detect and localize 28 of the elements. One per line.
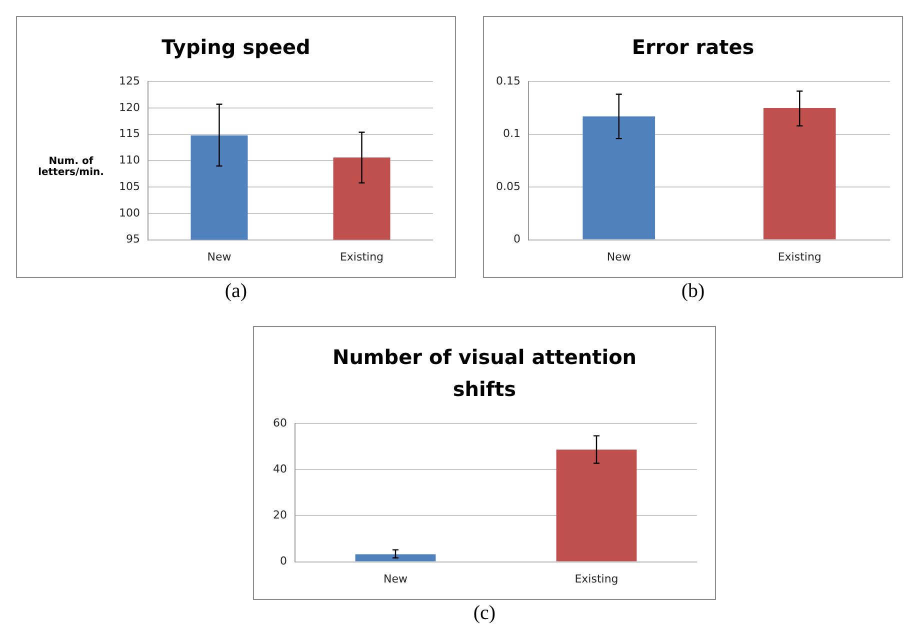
y-tick-label: 40 [272, 462, 286, 476]
x-tick-label: New [606, 250, 631, 264]
y-tick-label: 95 [126, 232, 140, 246]
text: (b) [680, 280, 706, 303]
y-tick-label: 120 [118, 100, 140, 114]
y-tick-label: 60 [272, 416, 286, 430]
x-tick-label: New [383, 572, 407, 586]
chart-title: Typing speed [160, 34, 312, 61]
y-tick-label: 110 [118, 154, 140, 167]
y-tick-label: 100 [118, 206, 140, 220]
text: (a) [224, 280, 248, 303]
y-tick-label: 0.15 [496, 74, 520, 88]
y-tick-label: 105 [118, 180, 140, 193]
text: (c) [472, 602, 497, 624]
x-tick-label: Existing [574, 572, 618, 586]
x-tick-label: New [207, 250, 232, 264]
y-tick-label: 0.05 [496, 180, 520, 193]
chart-title: Error rates [630, 34, 756, 61]
y-tick-label: 0.1 [502, 127, 520, 140]
y-tick-label: 0 [513, 232, 520, 246]
y-tick-label: 20 [272, 508, 286, 522]
chart-title: Number of visual attention shifts [331, 344, 638, 403]
x-tick-label: Existing [778, 250, 822, 264]
y-tick-label: 115 [118, 127, 140, 140]
x-tick-label: Existing [340, 250, 384, 264]
y-tick-label: 0 [279, 554, 286, 568]
y-tick-label: 125 [118, 74, 140, 88]
y-axis-title: Num. of letters/min. [37, 156, 105, 178]
